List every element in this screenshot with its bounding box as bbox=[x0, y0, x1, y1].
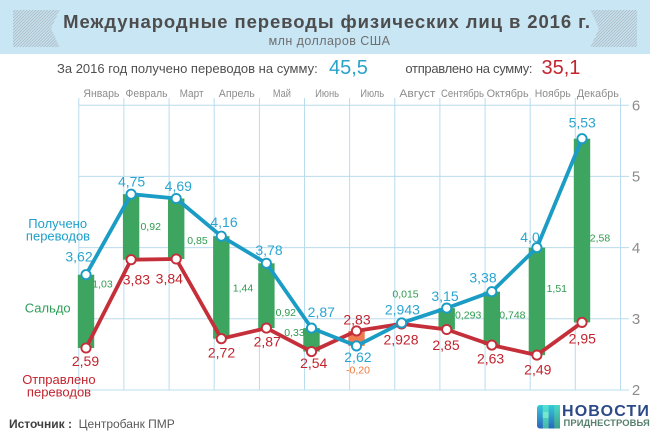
svg-text:2,928: 2,928 bbox=[383, 331, 418, 347]
svg-text:5,53: 5,53 bbox=[569, 114, 596, 130]
svg-text:4,69: 4,69 bbox=[165, 178, 192, 194]
svg-text:2,95: 2,95 bbox=[569, 330, 596, 346]
svg-text:3,62: 3,62 bbox=[65, 248, 92, 264]
svg-text:5: 5 bbox=[632, 169, 640, 186]
svg-text:Декабрь: Декабрь bbox=[577, 88, 619, 100]
svg-text:Ноябрь: Ноябрь bbox=[535, 88, 571, 100]
svg-text:Август: Август bbox=[399, 88, 435, 100]
svg-text:2,63: 2,63 bbox=[477, 351, 504, 367]
svg-text:0,85: 0,85 bbox=[187, 235, 208, 247]
svg-text:6: 6 bbox=[632, 97, 640, 114]
svg-text:Июль: Июль bbox=[360, 88, 384, 100]
svg-text:3,84: 3,84 bbox=[156, 271, 183, 287]
svg-text:Январь: Январь bbox=[83, 88, 119, 100]
svg-text:Май: Май bbox=[273, 88, 291, 100]
svg-text:0,92: 0,92 bbox=[140, 221, 161, 233]
svg-text:4: 4 bbox=[632, 240, 640, 257]
svg-text:Октябрь: Октябрь bbox=[487, 88, 529, 100]
svg-text:Февраль: Февраль bbox=[126, 88, 168, 100]
svg-text:0,015: 0,015 bbox=[392, 289, 418, 301]
svg-text:0,33: 0,33 bbox=[284, 327, 305, 339]
svg-text:переводов: переводов bbox=[26, 229, 90, 244]
svg-text:Июнь: Июнь bbox=[315, 88, 339, 100]
svg-text:0,92: 0,92 bbox=[276, 307, 297, 319]
svg-text:-0,20: -0,20 bbox=[346, 365, 370, 377]
svg-text:1,03: 1,03 bbox=[92, 278, 113, 290]
svg-text:2,58: 2,58 bbox=[590, 232, 611, 244]
svg-text:2,83: 2,83 bbox=[343, 312, 370, 328]
svg-text:3,38: 3,38 bbox=[469, 270, 496, 286]
svg-text:1,44: 1,44 bbox=[233, 282, 254, 294]
svg-text:2,85: 2,85 bbox=[432, 337, 459, 353]
svg-text:2,62: 2,62 bbox=[344, 349, 371, 365]
svg-text:Апрель: Апрель bbox=[219, 88, 255, 100]
svg-text:3,83: 3,83 bbox=[123, 271, 150, 287]
svg-text:Март: Март bbox=[180, 88, 204, 100]
svg-text:Отправлено: Отправлено bbox=[22, 372, 95, 387]
svg-text:3,78: 3,78 bbox=[255, 242, 282, 258]
svg-text:2,54: 2,54 bbox=[300, 355, 327, 371]
svg-text:2,87: 2,87 bbox=[308, 304, 335, 320]
svg-text:2,49: 2,49 bbox=[524, 362, 551, 378]
svg-text:2,943: 2,943 bbox=[385, 301, 420, 317]
svg-text:переводов: переводов bbox=[27, 385, 91, 400]
svg-text:0,748: 0,748 bbox=[499, 310, 525, 322]
svg-text:4,75: 4,75 bbox=[118, 174, 145, 190]
svg-text:4,0: 4,0 bbox=[520, 229, 540, 245]
svg-text:2: 2 bbox=[632, 382, 640, 399]
svg-text:3,15: 3,15 bbox=[431, 288, 458, 304]
svg-text:Сальдо: Сальдо bbox=[25, 300, 71, 315]
svg-text:2,59: 2,59 bbox=[72, 353, 99, 369]
svg-text:1,51: 1,51 bbox=[547, 283, 568, 295]
svg-text:Получено: Получено bbox=[28, 216, 87, 231]
svg-text:3: 3 bbox=[632, 311, 640, 328]
svg-text:4,16: 4,16 bbox=[210, 214, 237, 230]
svg-text:2,72: 2,72 bbox=[208, 344, 235, 360]
svg-text:Сентябрь: Сентябрь bbox=[441, 88, 484, 100]
svg-text:0,293: 0,293 bbox=[455, 310, 481, 322]
svg-text:2,87: 2,87 bbox=[254, 334, 281, 350]
